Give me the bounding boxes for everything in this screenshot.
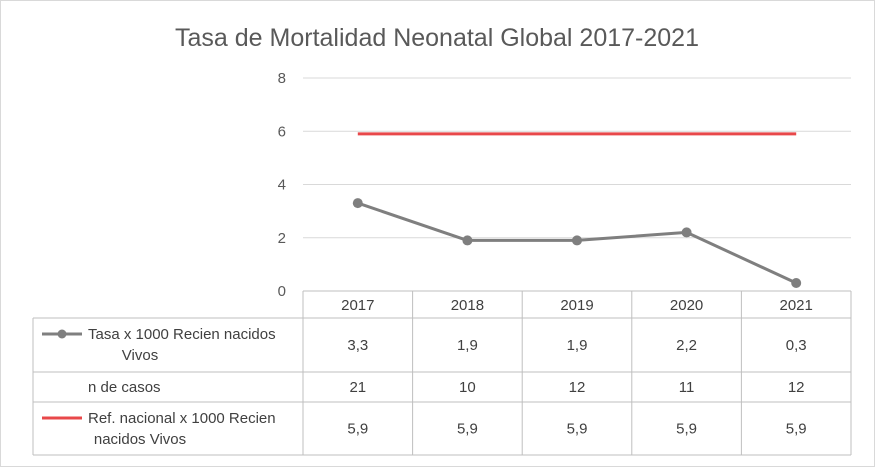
x-category-label: 2021 <box>780 297 813 314</box>
series-0-point <box>462 235 473 246</box>
x-category-label: 2019 <box>560 297 593 314</box>
table-cell-value: 3,3 <box>347 337 368 354</box>
series-0-point <box>791 278 802 289</box>
series-0-point <box>681 227 692 238</box>
x-category-label: 2017 <box>341 297 374 314</box>
y-tick-label: 6 <box>278 123 286 140</box>
series-0-point <box>352 198 363 209</box>
y-tick-label: 2 <box>278 230 286 247</box>
table-cell-value: 1,9 <box>567 337 588 354</box>
table-row-label: Ref. nacional x 1000 Recien nacidos Vivos <box>88 410 276 448</box>
data-table: 2017 2018 2019 2020 2021 Tasa x 1000 Recien n… <box>32 290 852 456</box>
y-tick-label: 0 <box>278 283 286 300</box>
table-cell-value: 12 <box>788 379 805 396</box>
chart-title: Tasa de Mortalidad Neonatal Global 2017-… <box>175 24 699 52</box>
table-cell-value: 12 <box>569 379 586 396</box>
table-cell-value: 10 <box>459 379 476 396</box>
table-cell-value: 2,2 <box>676 337 697 354</box>
table-cell-value: 5,9 <box>457 421 478 438</box>
y-tick-label: 4 <box>278 177 286 194</box>
table-cell-value: 5,9 <box>567 421 588 438</box>
table-cell-value: 5,9 <box>347 421 368 438</box>
x-category-label: 2020 <box>670 297 703 314</box>
y-tick-label: 8 <box>278 70 286 87</box>
table-cell-value: 5,9 <box>786 421 807 438</box>
table-cell-value: 0,3 <box>786 337 807 354</box>
table-row-label: n de casos <box>88 379 161 396</box>
series-0-point <box>572 235 582 246</box>
table-cell-value: 1,9 <box>457 337 478 354</box>
x-category-label: 2018 <box>451 297 484 314</box>
series-lines <box>352 132 802 289</box>
table-cell-value: 21 <box>349 379 366 396</box>
table-row-label: Tasa x 1000 Recien nacidos Vivos <box>88 326 276 364</box>
table-cell-value: 5,9 <box>676 421 697 438</box>
legend-key-marker <box>57 329 67 339</box>
y-axis: 0 2 4 6 8 <box>278 70 286 300</box>
table-cell-value: 11 <box>679 379 695 396</box>
